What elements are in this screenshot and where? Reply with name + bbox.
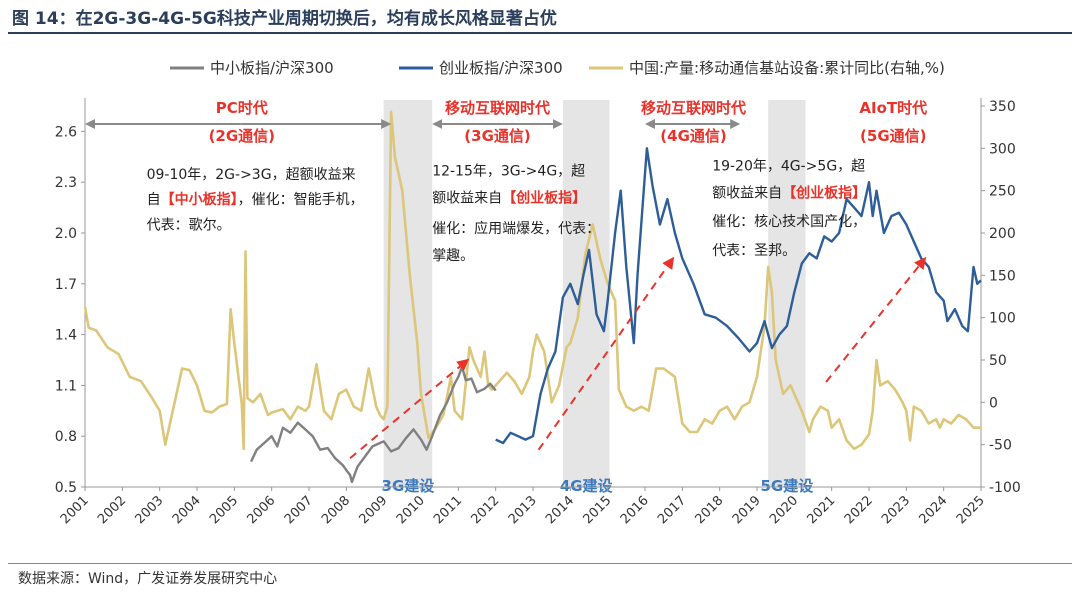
- note-text: ，催化：智能手机，: [238, 192, 364, 208]
- x-tick-label: 2015: [580, 493, 614, 527]
- series-line-chinext: [495, 147, 982, 445]
- footer-divider: [8, 563, 1072, 564]
- x-tick-label: 2005: [207, 493, 241, 527]
- note-line: 催化：核心技术国产化，: [712, 214, 866, 230]
- legend-label: 中国:产量:移动通信基站设备:累计同比(右轴,%): [629, 59, 945, 77]
- title-divider: [8, 32, 1072, 34]
- y-right-tick-label: 300: [989, 141, 1016, 157]
- note-line: 额收益来自【创业板指】: [432, 190, 586, 207]
- era-title: PC时代: [216, 99, 268, 117]
- trend-arrow: [537, 256, 675, 451]
- y-right-tick-label: 200: [989, 226, 1016, 242]
- era-subtitle: (5G通信): [860, 127, 926, 145]
- x-tick-label: 2019: [730, 493, 764, 527]
- x-tick-label: 2014: [543, 493, 577, 527]
- legend-label: 中小板指/沪深300: [210, 59, 334, 77]
- series-line-basestation: [83, 110, 981, 451]
- x-tick-label: 2021: [804, 493, 838, 527]
- x-tick-label: 2009: [356, 493, 390, 527]
- y-right-tick-label: 50: [989, 353, 1007, 369]
- x-tick-label: 2003: [132, 493, 166, 527]
- y-left-tick-label: 2.6: [55, 124, 77, 140]
- shaded-period-label: 3G建设: [382, 477, 435, 495]
- era-title: AIoT时代: [859, 99, 927, 117]
- y-right-tick-label: 100: [989, 311, 1016, 327]
- note-line: 19-20年，4G->5G，超: [712, 158, 865, 174]
- chart-title: 图 14：在2G-3G-4G-5G科技产业周期切换后，均有成长风格显著占优: [12, 9, 557, 29]
- series-line-smallcap: [250, 365, 497, 484]
- y-left-tick-label: 0.8: [55, 429, 77, 445]
- x-tick-label: 2001: [58, 493, 92, 527]
- note-highlight: 【创业板指】: [502, 190, 586, 207]
- shaded-period: [383, 100, 433, 487]
- trend-arrow: [825, 256, 927, 383]
- x-tick-label: 2020: [767, 493, 801, 527]
- y-right-tick-label: 150: [989, 268, 1016, 284]
- note-line: 掌趣。: [432, 248, 474, 264]
- x-tick-label: 2012: [468, 493, 502, 527]
- note-line: 12-15年，3G->4G，超: [432, 163, 585, 179]
- era-title: 移动互联网时代: [445, 99, 550, 117]
- x-tick-label: 2006: [244, 493, 278, 527]
- y-left-tick-label: 1.7: [55, 277, 77, 293]
- trend-arrow: [349, 358, 470, 459]
- note-text: 自: [147, 192, 161, 208]
- note-highlight: 【中小板指】: [161, 191, 238, 208]
- era-title: 移动互联网时代: [641, 99, 746, 117]
- x-tick-label: 2018: [692, 493, 726, 527]
- x-tick-label: 2024: [916, 493, 950, 527]
- note-line: 催化：应用端爆发，代表：: [432, 220, 600, 237]
- x-tick-label: 2010: [394, 493, 428, 527]
- y-right-tick-label: -100: [989, 480, 1021, 496]
- y-right-tick-label: 250: [989, 184, 1016, 200]
- x-tick-label: 2017: [655, 493, 689, 527]
- legend-label: 创业板指/沪深300: [439, 59, 563, 77]
- x-tick-label: 2007: [282, 493, 316, 527]
- y-left-tick-label: 2.0: [55, 226, 77, 242]
- y-right-tick-label: -50: [989, 438, 1012, 454]
- y-left-tick-label: 0.5: [55, 480, 77, 496]
- y-right-tick-label: 0: [989, 395, 998, 411]
- x-tick-label: 2025: [954, 493, 988, 527]
- x-tick-label: 2002: [95, 493, 129, 527]
- x-tick-label: 2013: [506, 493, 540, 527]
- shaded-period-label: 4G建设: [560, 477, 613, 495]
- y-left-tick-label: 1.4: [55, 328, 77, 344]
- note-line: 自【中小板指】，催化：智能手机，: [147, 191, 364, 208]
- source-note: 数据来源：Wind，广发证券发展研究中心: [18, 571, 278, 587]
- note-text: 额收益来自: [712, 185, 782, 201]
- chart-canvas: 3G建设 4G建设 5G建设 2001 2002 2003 2004 2005 2006 200…: [55, 59, 1021, 527]
- y-right-tick-label: 350: [989, 99, 1016, 115]
- note-line: 额收益来自【创业板指】: [712, 184, 866, 201]
- note-highlight: 【创业板指】: [782, 184, 866, 201]
- note-line: 代表：歌尔。: [147, 218, 231, 234]
- note-text: 额收益来自: [432, 191, 502, 207]
- y-left-tick-label: 2.3: [55, 175, 77, 191]
- shaded-period: [562, 100, 610, 487]
- note-line: 代表：圣邦。: [712, 243, 796, 259]
- shaded-period-label: 5G建设: [760, 477, 813, 495]
- shaded-period: [768, 100, 806, 487]
- x-tick-label: 2022: [842, 493, 876, 527]
- era-subtitle: (3G通信): [464, 127, 530, 145]
- x-tick-label: 2011: [431, 493, 465, 527]
- x-tick-label: 2004: [170, 493, 204, 527]
- x-tick-label: 2023: [879, 493, 913, 527]
- y-left-tick-label: 1.1: [55, 378, 77, 394]
- note-line: 09-10年，2G->3G，超额收益来: [147, 167, 356, 183]
- x-tick-label: 2008: [319, 493, 353, 527]
- x-tick-label: 2016: [618, 493, 652, 527]
- era-subtitle: (2G通信): [209, 127, 275, 145]
- era-subtitle: (4G通信): [660, 127, 726, 145]
